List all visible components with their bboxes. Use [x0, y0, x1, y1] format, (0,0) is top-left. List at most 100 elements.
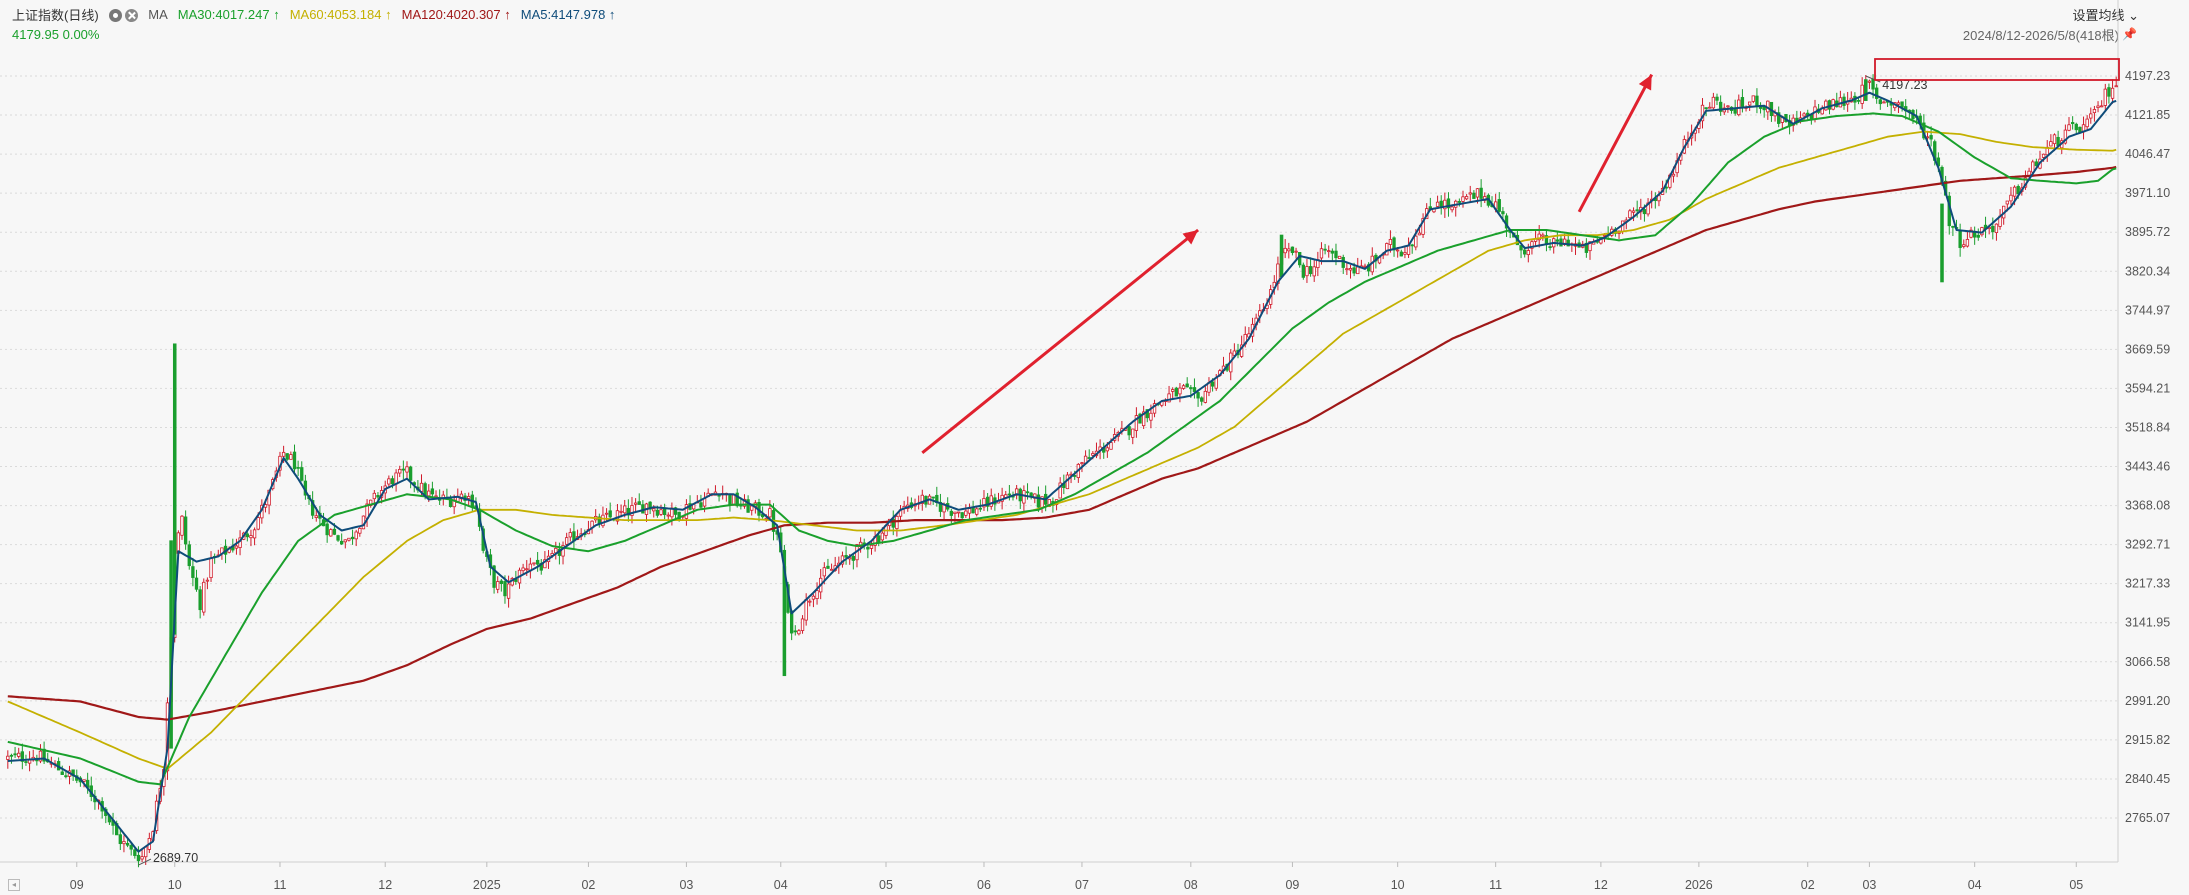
- candle-body: [829, 568, 834, 571]
- candle-body: [339, 540, 344, 545]
- x-tick-label: 04: [1968, 878, 1982, 892]
- y-tick-label: 3066.58: [2125, 655, 2170, 669]
- candle-body: [1279, 234, 1284, 278]
- candle-body: [869, 544, 874, 549]
- candle-body: [1878, 99, 1882, 105]
- candle-body: [13, 753, 17, 756]
- candle-body: [1356, 266, 1360, 275]
- candle-body: [2005, 200, 2009, 205]
- candle-body: [880, 532, 885, 541]
- candle-body: [1635, 209, 1639, 212]
- candle-body: [125, 842, 130, 846]
- y-tick-label: 2915.82: [2125, 733, 2170, 747]
- index-title: 上证指数(日线): [12, 8, 99, 23]
- candle-body: [967, 508, 972, 514]
- candle-body: [1167, 393, 1171, 403]
- candle-body: [793, 630, 797, 633]
- x-tick-label: 08: [1184, 878, 1198, 892]
- candle-body: [2099, 105, 2104, 108]
- candle-body: [1298, 252, 1302, 266]
- x-tick-label: 12: [1594, 878, 1608, 892]
- low-pointer: [138, 858, 152, 866]
- candle-body: [1940, 203, 1944, 283]
- candle-body: [1718, 101, 1723, 112]
- candle-body: [1435, 201, 1440, 207]
- candle-body: [194, 577, 199, 590]
- candle-body: [1352, 267, 1356, 274]
- close-icon[interactable]: [125, 9, 139, 23]
- candle-body: [2092, 109, 2097, 114]
- candle-body: [728, 493, 732, 505]
- candle-body: [1200, 397, 1204, 402]
- candle-body: [677, 511, 681, 520]
- candle-body: [1410, 244, 1414, 247]
- candle-body: [782, 566, 787, 677]
- x-tick-label: 05: [879, 878, 893, 892]
- candle-body: [1871, 78, 1875, 90]
- candle-body: [1443, 199, 1447, 210]
- candle-body: [699, 502, 703, 508]
- candle-body: [1109, 442, 1113, 450]
- candle-body: [2107, 87, 2111, 97]
- y-tick-label: 3820.34: [2125, 264, 2170, 278]
- candle-body: [1399, 251, 1403, 257]
- ma30-line: [7, 112, 2117, 786]
- last-price: 4179.95 0.00%: [12, 27, 100, 42]
- candle-body: [1327, 250, 1331, 253]
- candle-body: [20, 751, 24, 762]
- candle-body: [332, 528, 337, 535]
- candle-body: [2103, 88, 2107, 106]
- chevron-down-icon: ⌄: [2128, 8, 2139, 23]
- x-tick-label: 03: [1862, 878, 1876, 892]
- candle-body: [24, 761, 28, 763]
- candle-body: [1210, 381, 1215, 387]
- candle-body: [1555, 239, 1560, 242]
- x-tick-label: 2026: [1685, 878, 1713, 892]
- candle-body: [1501, 211, 1505, 215]
- candle-body: [133, 849, 137, 856]
- candle-body: [673, 507, 678, 515]
- candle-body: [1541, 234, 1545, 237]
- candle-body: [1864, 79, 1868, 101]
- settings-ma-button[interactable]: 设置均线 ⌄: [2072, 5, 2139, 24]
- candle-body: [866, 546, 870, 550]
- candle-body: [1962, 244, 1966, 247]
- candle-body: [169, 540, 173, 749]
- y-tick-label: 3518.84: [2125, 420, 2170, 434]
- candle-body: [372, 492, 376, 500]
- y-tick-label: 3895.72: [2125, 225, 2170, 239]
- candle-body: [343, 539, 347, 543]
- trend-arrow-2-head: [1638, 74, 1652, 91]
- candle-body: [1751, 95, 1755, 102]
- candle-body: [2052, 134, 2057, 145]
- candle-body: [1976, 234, 1980, 238]
- candle-body: [1131, 428, 1135, 438]
- candle-body: [1294, 250, 1298, 253]
- candle-body: [1566, 239, 1570, 247]
- candle-body: [506, 583, 511, 599]
- candle-body: [1671, 173, 1676, 177]
- candle-body: [960, 512, 964, 519]
- y-tick-label: 2991.20: [2125, 694, 2170, 708]
- ma60-value: MA60:4053.184 ↑: [289, 7, 392, 22]
- candle-body: [1972, 231, 1977, 238]
- pin-icon[interactable]: 📌: [2122, 27, 2137, 41]
- candle-body: [1330, 250, 1335, 254]
- candle-body: [619, 510, 623, 513]
- candle-body: [895, 516, 899, 530]
- candle-body: [532, 562, 536, 565]
- x-tick-label: 10: [168, 878, 182, 892]
- candle-body: [1145, 409, 1149, 419]
- candle-body: [1856, 99, 1861, 102]
- x-tick-label: 02: [1801, 878, 1815, 892]
- candle-body: [1715, 96, 1719, 101]
- candle-body: [289, 454, 293, 460]
- candle-body: [358, 528, 362, 534]
- candle-body: [292, 451, 297, 470]
- gear-icon[interactable]: [108, 9, 122, 23]
- candle-body: [1134, 415, 1139, 431]
- y-tick-label: 3141.95: [2125, 616, 2170, 630]
- scroll-left-icon[interactable]: ◂: [8, 879, 20, 891]
- candle-body: [982, 498, 986, 508]
